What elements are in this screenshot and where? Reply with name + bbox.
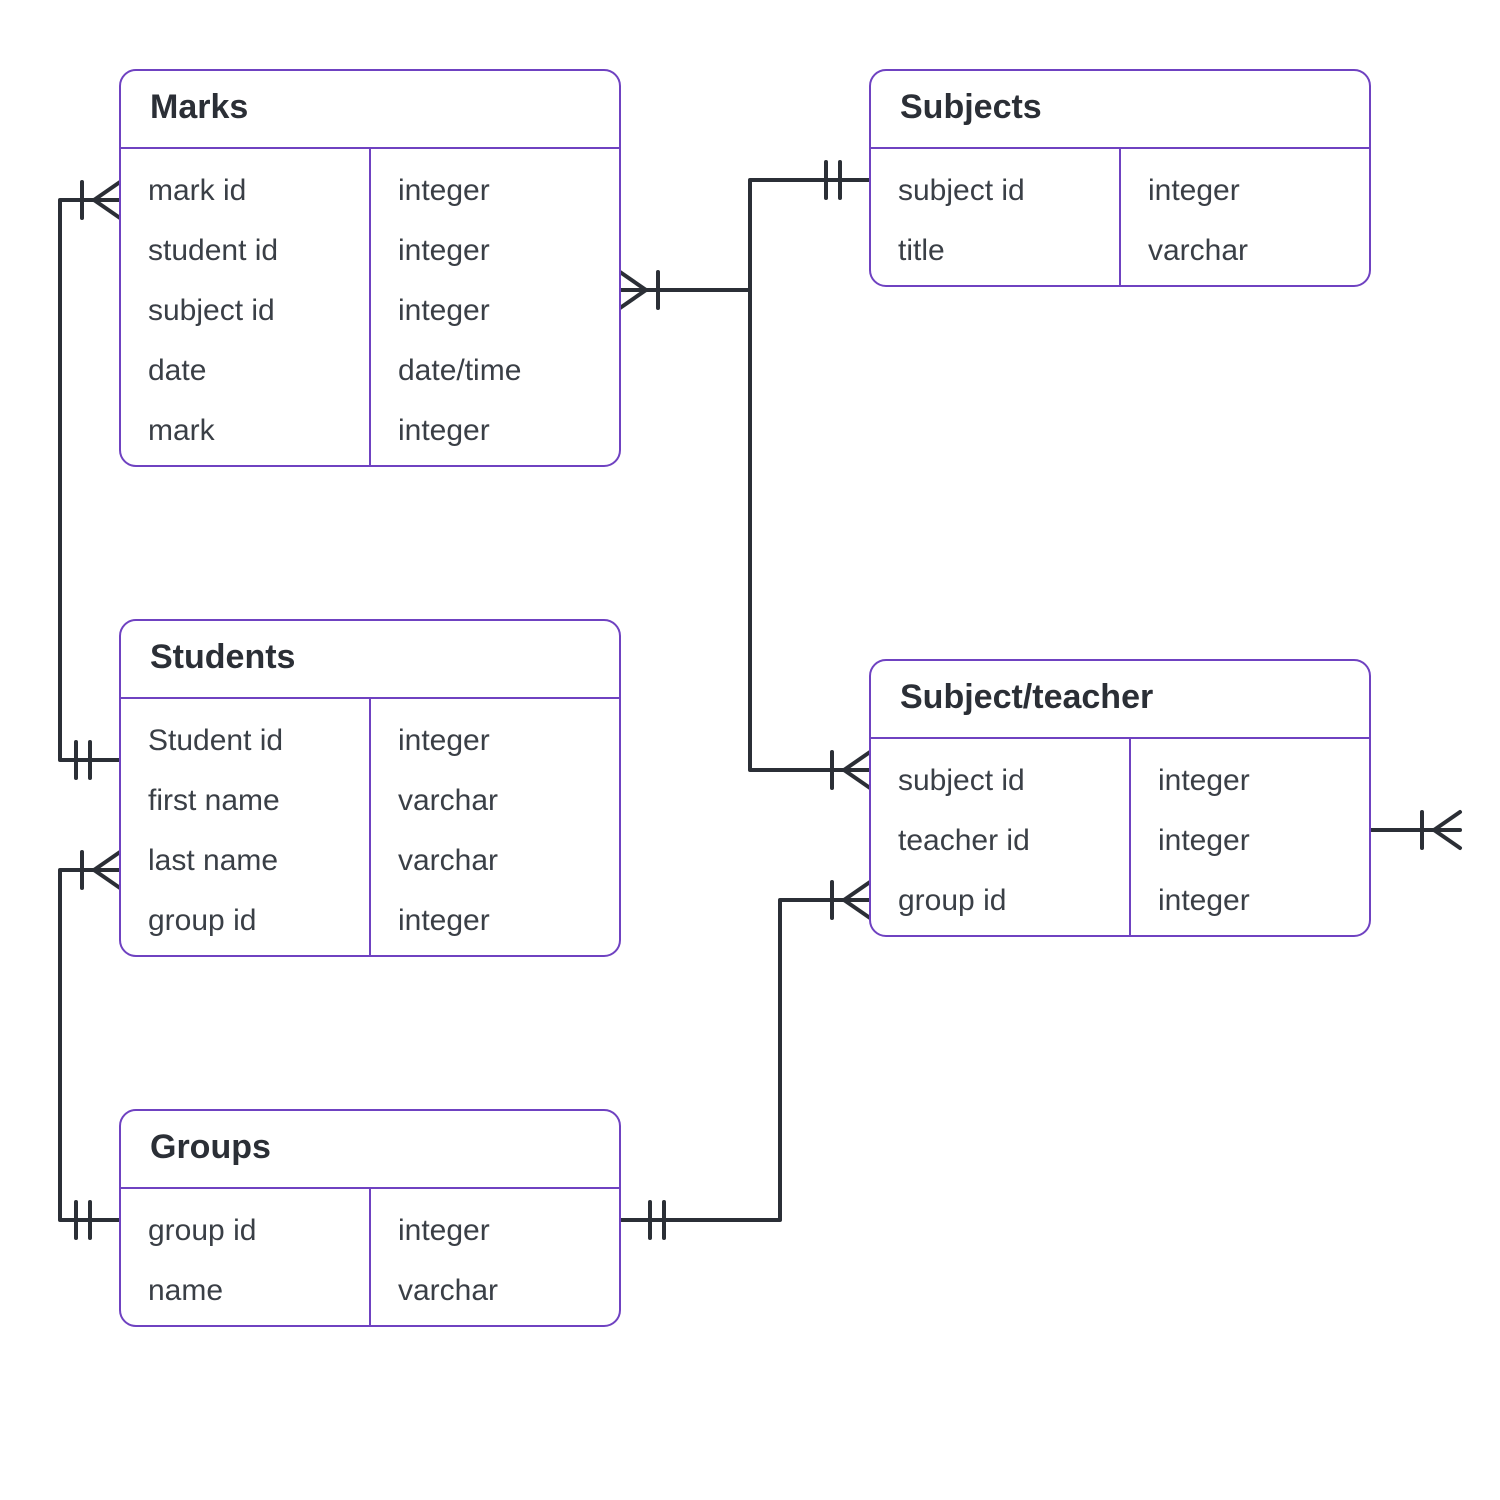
column-name: last name bbox=[148, 844, 278, 877]
column-type: varchar bbox=[398, 844, 498, 877]
column-type: integer bbox=[1158, 824, 1250, 857]
column-name: date bbox=[148, 354, 206, 387]
column-type: varchar bbox=[398, 784, 498, 817]
column-type: integer bbox=[398, 414, 490, 447]
column-name: subject id bbox=[898, 174, 1025, 207]
column-name: subject id bbox=[898, 764, 1025, 797]
entity-subject_teacher: Subject/teacher subject id integer teacher … bbox=[870, 660, 1370, 936]
entity-subjects: Subjects subject id integer title varchar bbox=[870, 70, 1370, 286]
column-type: varchar bbox=[1148, 234, 1248, 267]
column-type: integer bbox=[398, 724, 490, 757]
column-type: integer bbox=[1158, 884, 1250, 917]
entity-groups: Groups group id integer name varchar bbox=[120, 1110, 620, 1326]
column-name: subject id bbox=[148, 294, 275, 327]
column-type: integer bbox=[1148, 174, 1240, 207]
entity-title: Groups bbox=[150, 1128, 271, 1166]
column-name: group id bbox=[148, 1214, 256, 1247]
column-type: integer bbox=[398, 1214, 490, 1247]
column-type: integer bbox=[398, 294, 490, 327]
column-type: integer bbox=[398, 174, 490, 207]
column-name: first name bbox=[148, 784, 280, 817]
column-name: mark id bbox=[148, 174, 246, 207]
entity-title: Students bbox=[150, 638, 295, 676]
entity-title: Marks bbox=[150, 88, 248, 126]
entity-title: Subject/teacher bbox=[900, 678, 1153, 716]
entity-marks: Marks mark id integer student id integer subj… bbox=[120, 70, 620, 466]
column-type: integer bbox=[398, 234, 490, 267]
column-name: title bbox=[898, 234, 945, 267]
column-type: integer bbox=[1158, 764, 1250, 797]
column-name: group id bbox=[898, 884, 1006, 917]
column-type: date/time bbox=[398, 354, 521, 387]
column-type: integer bbox=[398, 904, 490, 937]
er-diagram-canvas: Marks mark id integer student id integer subj… bbox=[0, 0, 1500, 1500]
column-name: name bbox=[148, 1274, 223, 1307]
entity-title: Subjects bbox=[900, 88, 1042, 126]
column-name: group id bbox=[148, 904, 256, 937]
entity-students: Students Student id integer first name varch… bbox=[120, 620, 620, 956]
column-name: Student id bbox=[148, 724, 283, 757]
entities-layer: Marks mark id integer student id integer subj… bbox=[120, 70, 1370, 1326]
column-name: teacher id bbox=[898, 824, 1030, 857]
column-name: mark bbox=[148, 414, 216, 447]
column-name: student id bbox=[148, 234, 278, 267]
column-type: varchar bbox=[398, 1274, 498, 1307]
